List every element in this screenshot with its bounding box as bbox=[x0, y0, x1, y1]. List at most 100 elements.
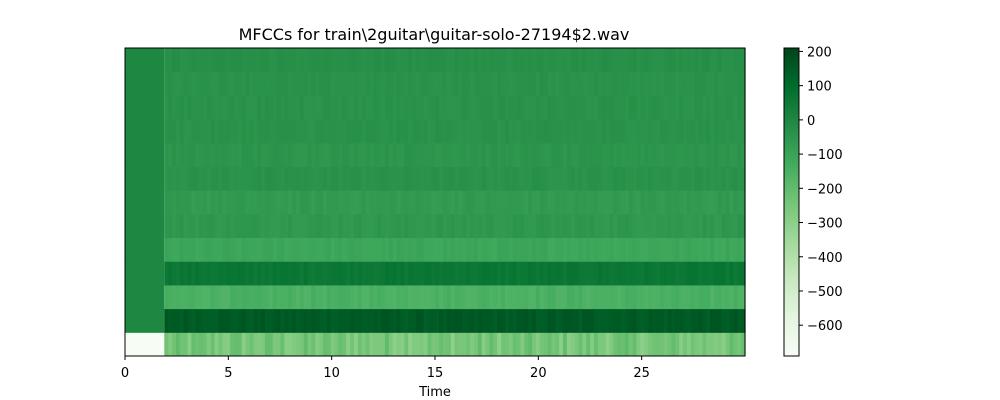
heatmap-cell bbox=[710, 332, 715, 357]
heatmap-cell bbox=[481, 332, 487, 357]
heatmap-cell bbox=[535, 142, 541, 167]
heatmap-cell bbox=[311, 213, 316, 239]
heatmap-cell bbox=[303, 71, 309, 96]
heatmap-cell bbox=[346, 119, 351, 144]
heatmap-cell bbox=[357, 166, 363, 191]
heatmap-cell bbox=[400, 71, 405, 96]
heatmap-cell bbox=[446, 119, 452, 144]
heatmap-cell bbox=[644, 71, 649, 96]
heatmap-cell bbox=[462, 308, 467, 333]
heatmap-cell bbox=[559, 119, 564, 144]
heatmap-cell bbox=[412, 48, 417, 73]
heatmap-cell bbox=[233, 166, 239, 191]
heatmap-cell bbox=[295, 213, 301, 239]
heatmap-cell bbox=[202, 237, 208, 262]
heatmap-cell bbox=[315, 190, 320, 215]
heatmap-cell bbox=[195, 213, 200, 239]
heatmap-cell bbox=[338, 71, 343, 96]
heatmap-cell bbox=[636, 237, 642, 262]
heatmap-cell bbox=[253, 48, 258, 73]
heatmap-cell bbox=[702, 142, 707, 167]
heatmap-cell bbox=[423, 166, 429, 191]
heatmap-cell bbox=[609, 142, 614, 167]
heatmap-cell bbox=[450, 71, 456, 96]
heatmap-cell bbox=[605, 71, 611, 96]
heatmap-cell bbox=[508, 142, 514, 167]
heatmap-cell bbox=[408, 308, 413, 333]
heatmap-cell bbox=[311, 308, 316, 333]
heatmap-cell bbox=[497, 48, 502, 73]
heatmap-cell bbox=[628, 95, 634, 120]
heatmap-cell bbox=[241, 190, 247, 215]
heatmap-cell bbox=[295, 190, 301, 215]
heatmap-cell bbox=[632, 261, 638, 286]
heatmap-cell bbox=[334, 190, 340, 215]
heatmap-cell bbox=[334, 166, 340, 191]
heatmap-cell bbox=[547, 48, 553, 73]
heatmap-cell bbox=[543, 213, 549, 239]
heatmap-cell bbox=[307, 308, 312, 333]
heatmap-cell bbox=[175, 166, 181, 191]
heatmap-cell bbox=[659, 332, 665, 357]
colorbar-tick-label: 200 bbox=[807, 45, 832, 60]
heatmap-cell bbox=[741, 95, 746, 120]
heatmap-cell bbox=[446, 308, 452, 333]
heatmap-cell bbox=[702, 190, 707, 215]
heatmap-cell bbox=[725, 308, 731, 333]
heatmap-cell bbox=[504, 71, 510, 96]
heatmap-cell bbox=[392, 237, 398, 262]
heatmap-cell bbox=[729, 142, 734, 167]
heatmap-cell bbox=[257, 142, 262, 167]
heatmap-cell bbox=[586, 261, 591, 286]
heatmap-cell bbox=[737, 284, 742, 310]
heatmap-cell bbox=[307, 142, 312, 167]
heatmap-cell bbox=[323, 142, 328, 167]
heatmap-cell bbox=[470, 237, 475, 262]
heatmap-cell bbox=[594, 95, 599, 120]
heatmap-cell bbox=[427, 237, 432, 262]
heatmap-cell bbox=[323, 71, 328, 96]
colorbar-tick-label: −600 bbox=[807, 319, 843, 334]
heatmap-cell bbox=[563, 142, 568, 167]
heatmap-cell bbox=[721, 308, 727, 333]
heatmap-cell bbox=[644, 332, 649, 357]
heatmap-cell bbox=[233, 48, 239, 73]
heatmap-cell bbox=[609, 95, 614, 120]
heatmap-cell bbox=[559, 213, 564, 239]
heatmap-cell bbox=[679, 166, 684, 191]
heatmap-cell bbox=[632, 237, 638, 262]
heatmap-cell bbox=[276, 308, 282, 333]
heatmap-cell bbox=[547, 190, 553, 215]
heatmap-cell bbox=[222, 48, 227, 73]
heatmap-cell bbox=[597, 119, 603, 144]
heatmap-cell bbox=[686, 142, 692, 167]
heatmap-cell bbox=[338, 119, 343, 144]
heatmap-cell bbox=[226, 308, 231, 333]
heatmap-cell bbox=[381, 308, 386, 333]
heatmap-cell bbox=[667, 71, 673, 96]
heatmap-cell bbox=[276, 95, 282, 120]
heatmap-cell bbox=[303, 213, 309, 239]
heatmap-cell bbox=[353, 48, 359, 73]
x-tick-label: 25 bbox=[633, 366, 650, 381]
heatmap-cell bbox=[470, 284, 475, 310]
heatmap-cell bbox=[381, 213, 386, 239]
heatmap-cell bbox=[222, 261, 227, 286]
heatmap-cell bbox=[477, 190, 483, 215]
heatmap-cell bbox=[284, 119, 289, 144]
heatmap-cell bbox=[489, 190, 494, 215]
heatmap-cell bbox=[377, 48, 382, 73]
heatmap-cell bbox=[381, 190, 386, 215]
heatmap-cell bbox=[377, 142, 382, 167]
heatmap-cell bbox=[280, 119, 285, 144]
heatmap-cell bbox=[508, 71, 514, 96]
heatmap-cell bbox=[636, 119, 642, 144]
heatmap-cell bbox=[427, 213, 432, 239]
heatmap-cell bbox=[454, 119, 460, 144]
heatmap-cell bbox=[175, 284, 181, 310]
heatmap-cell bbox=[741, 284, 746, 310]
heatmap-cell bbox=[187, 308, 192, 333]
heatmap-cell bbox=[563, 166, 568, 191]
heatmap-cell bbox=[655, 237, 661, 262]
heatmap-cell bbox=[590, 166, 595, 191]
